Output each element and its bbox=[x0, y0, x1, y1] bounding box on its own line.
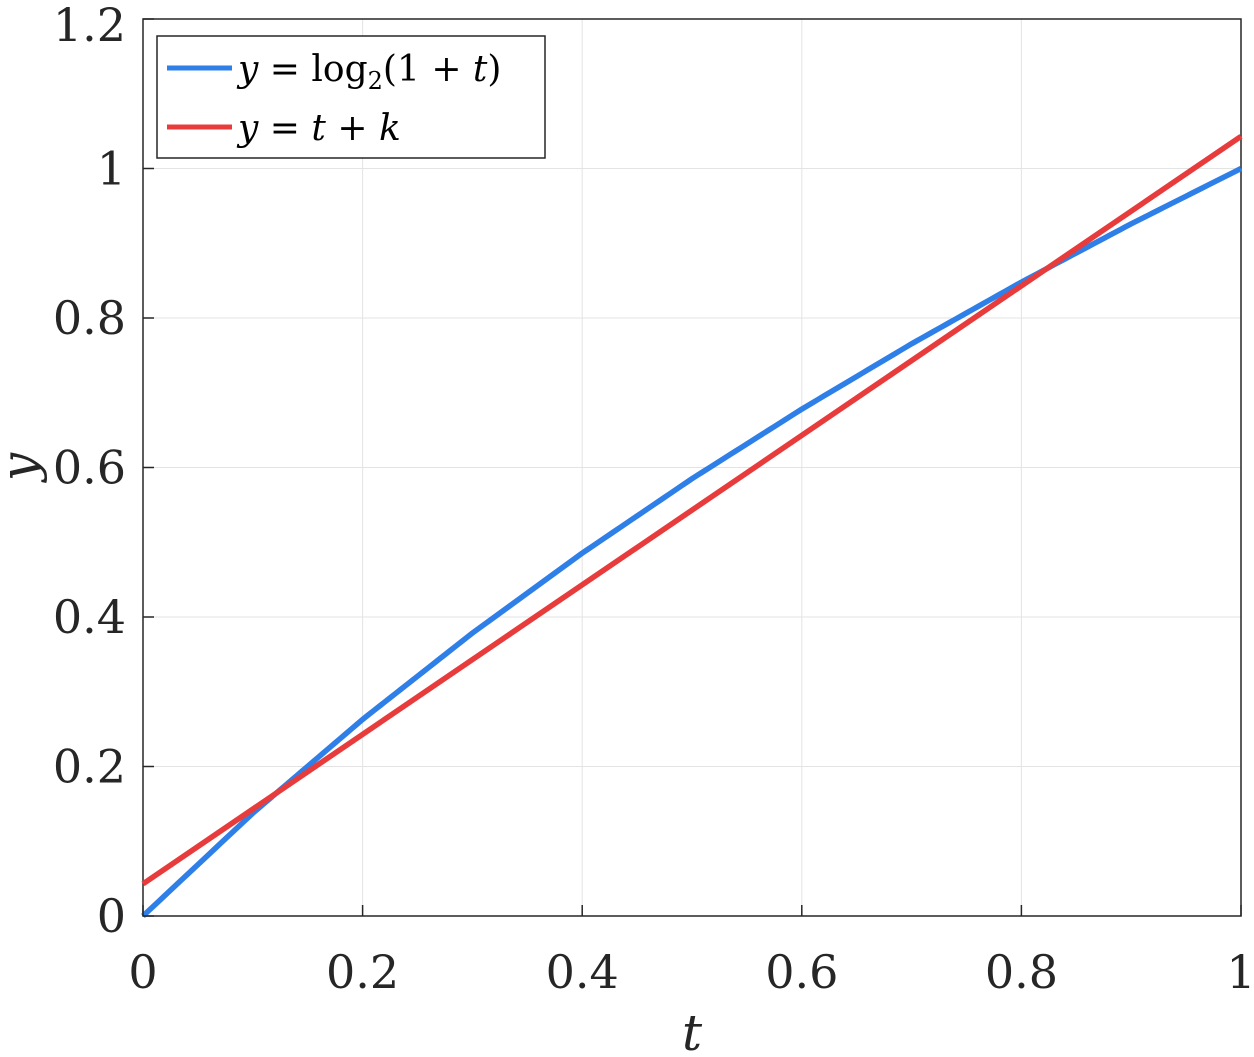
legend-label-log: y = log2(1 + t) bbox=[236, 49, 501, 95]
y-tick-label: 0 bbox=[97, 889, 126, 943]
legend-label-linear: y = t + k bbox=[236, 108, 401, 149]
x-tick-label: 0.6 bbox=[765, 945, 838, 999]
x-tick-label: 0.8 bbox=[985, 945, 1058, 999]
series-line-linear bbox=[141, 134, 1243, 887]
x-axis-title: t bbox=[682, 1004, 703, 1057]
legend-box bbox=[156, 35, 546, 159]
x-axis-ticks: 0 0.2 0.4 0.6 0.8 1 bbox=[128, 905, 1254, 999]
y-tick-label: 0.4 bbox=[53, 590, 126, 644]
y-tick-label: 0.6 bbox=[53, 441, 126, 495]
series-line-log bbox=[141, 166, 1243, 919]
x-tick-label: 1 bbox=[1226, 945, 1254, 999]
y-tick-label: 0.8 bbox=[53, 291, 126, 345]
y-tick-label: 0.2 bbox=[53, 740, 126, 794]
y-axis-title: y bbox=[0, 452, 48, 483]
x-tick-label: 0 bbox=[128, 945, 157, 999]
y-tick-label: 1 bbox=[97, 142, 126, 196]
x-tick-label: 0.4 bbox=[546, 945, 619, 999]
y-axis-ticks: 0 0.2 0.4 0.6 0.8 1 1.2 bbox=[53, 0, 154, 943]
series-layer bbox=[141, 134, 1243, 919]
x-tick-label: 0.2 bbox=[326, 945, 399, 999]
legend: y = log2(1 + t) y = t + k bbox=[156, 35, 546, 159]
y-tick-label: 1.2 bbox=[53, 0, 126, 52]
